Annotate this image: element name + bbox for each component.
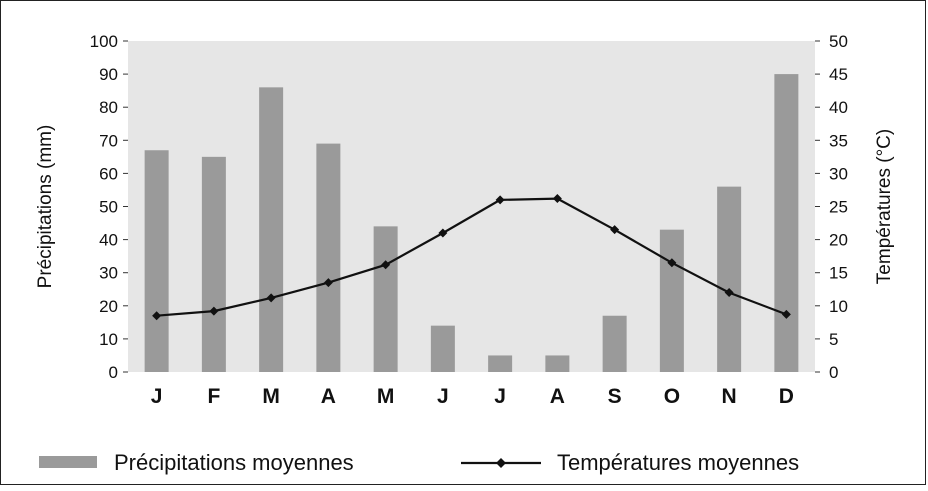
right-tick-label: 5 [829,330,838,349]
x-tick-label: O [664,385,680,408]
left-tick-label: 60 [99,164,118,183]
left-tick-label: 70 [99,131,118,150]
temperature-point [323,278,333,288]
temperature-point [610,225,620,235]
precipitation-bar [774,74,799,372]
temperature-point [438,228,448,238]
left-tick-label: 100 [90,32,118,51]
left-tick-label: 90 [99,65,118,84]
x-tick-label: J [437,385,449,408]
right-axis: 0 5 10 15 20 25 30 35 40 45 50 [815,32,848,382]
x-tick-label: A [550,385,565,408]
legend-line-marker [496,458,506,468]
precipitation-bar [144,150,169,372]
left-tick-label: 30 [99,264,118,283]
x-tick-label: A [321,385,336,408]
precipitation-bar [201,156,226,372]
right-tick-label: 25 [829,198,848,217]
precipitation-bar [545,355,570,372]
temperature-point [381,260,391,270]
right-tick-label: 10 [829,297,848,316]
precipitation-bar [430,325,455,372]
right-tick-label: 15 [829,264,848,283]
right-tick-label: 20 [829,231,848,250]
precipitation-bar [373,226,398,372]
legend: Précipitations moyennes Températures moy… [39,450,799,475]
temperature-point [724,288,734,298]
y-axis-left-label: Précipitations (mm) [35,125,56,289]
legend-label-temperature: Températures moyennes [557,450,799,475]
temperature-line-group [152,194,791,321]
right-tick-label: 30 [829,164,848,183]
x-tick-label: S [608,385,622,408]
x-tick-label: J [494,385,506,408]
left-tick-label: 80 [99,98,118,117]
precipitation-bar [316,143,341,372]
right-tick-label: 50 [829,32,848,51]
plot-area [128,41,815,372]
temperature-point [781,309,791,319]
precipitation-bar [259,87,284,372]
x-tick-label: N [722,385,737,408]
right-tick-label: 45 [829,65,848,84]
left-axis: 0 10 20 30 40 50 60 70 80 90 100 [90,32,128,382]
temperature-point [552,194,562,204]
x-tick-label: J [151,385,163,408]
left-tick-label: 40 [99,231,118,250]
y-axis-right-label: Températures (°C) [874,129,895,284]
temperature-point [266,293,276,303]
temperature-point [667,258,677,268]
legend-bar-swatch [39,456,97,468]
right-tick-label: 40 [829,98,848,117]
right-tick-label: 35 [829,131,848,150]
precipitation-bars [144,74,799,372]
x-tick-label: F [207,385,220,408]
temperature-line [156,197,787,317]
left-tick-label: 0 [109,363,118,382]
precipitation-bar [602,315,627,372]
right-tick-label: 0 [829,363,838,382]
temperature-point [209,306,219,316]
left-tick-label: 20 [99,297,118,316]
legend-label-precipitation: Précipitations moyennes [114,450,354,475]
temperature-point [152,311,162,321]
x-tick-label: M [377,385,395,408]
precipitation-bar [659,229,684,372]
left-tick-label: 50 [99,198,118,217]
precipitation-bar [717,186,742,372]
x-tick-label: D [779,385,794,408]
x-tick-label: M [262,385,280,408]
left-tick-label: 10 [99,330,118,349]
temperature-point [495,195,505,205]
precipitation-bar [488,355,513,372]
